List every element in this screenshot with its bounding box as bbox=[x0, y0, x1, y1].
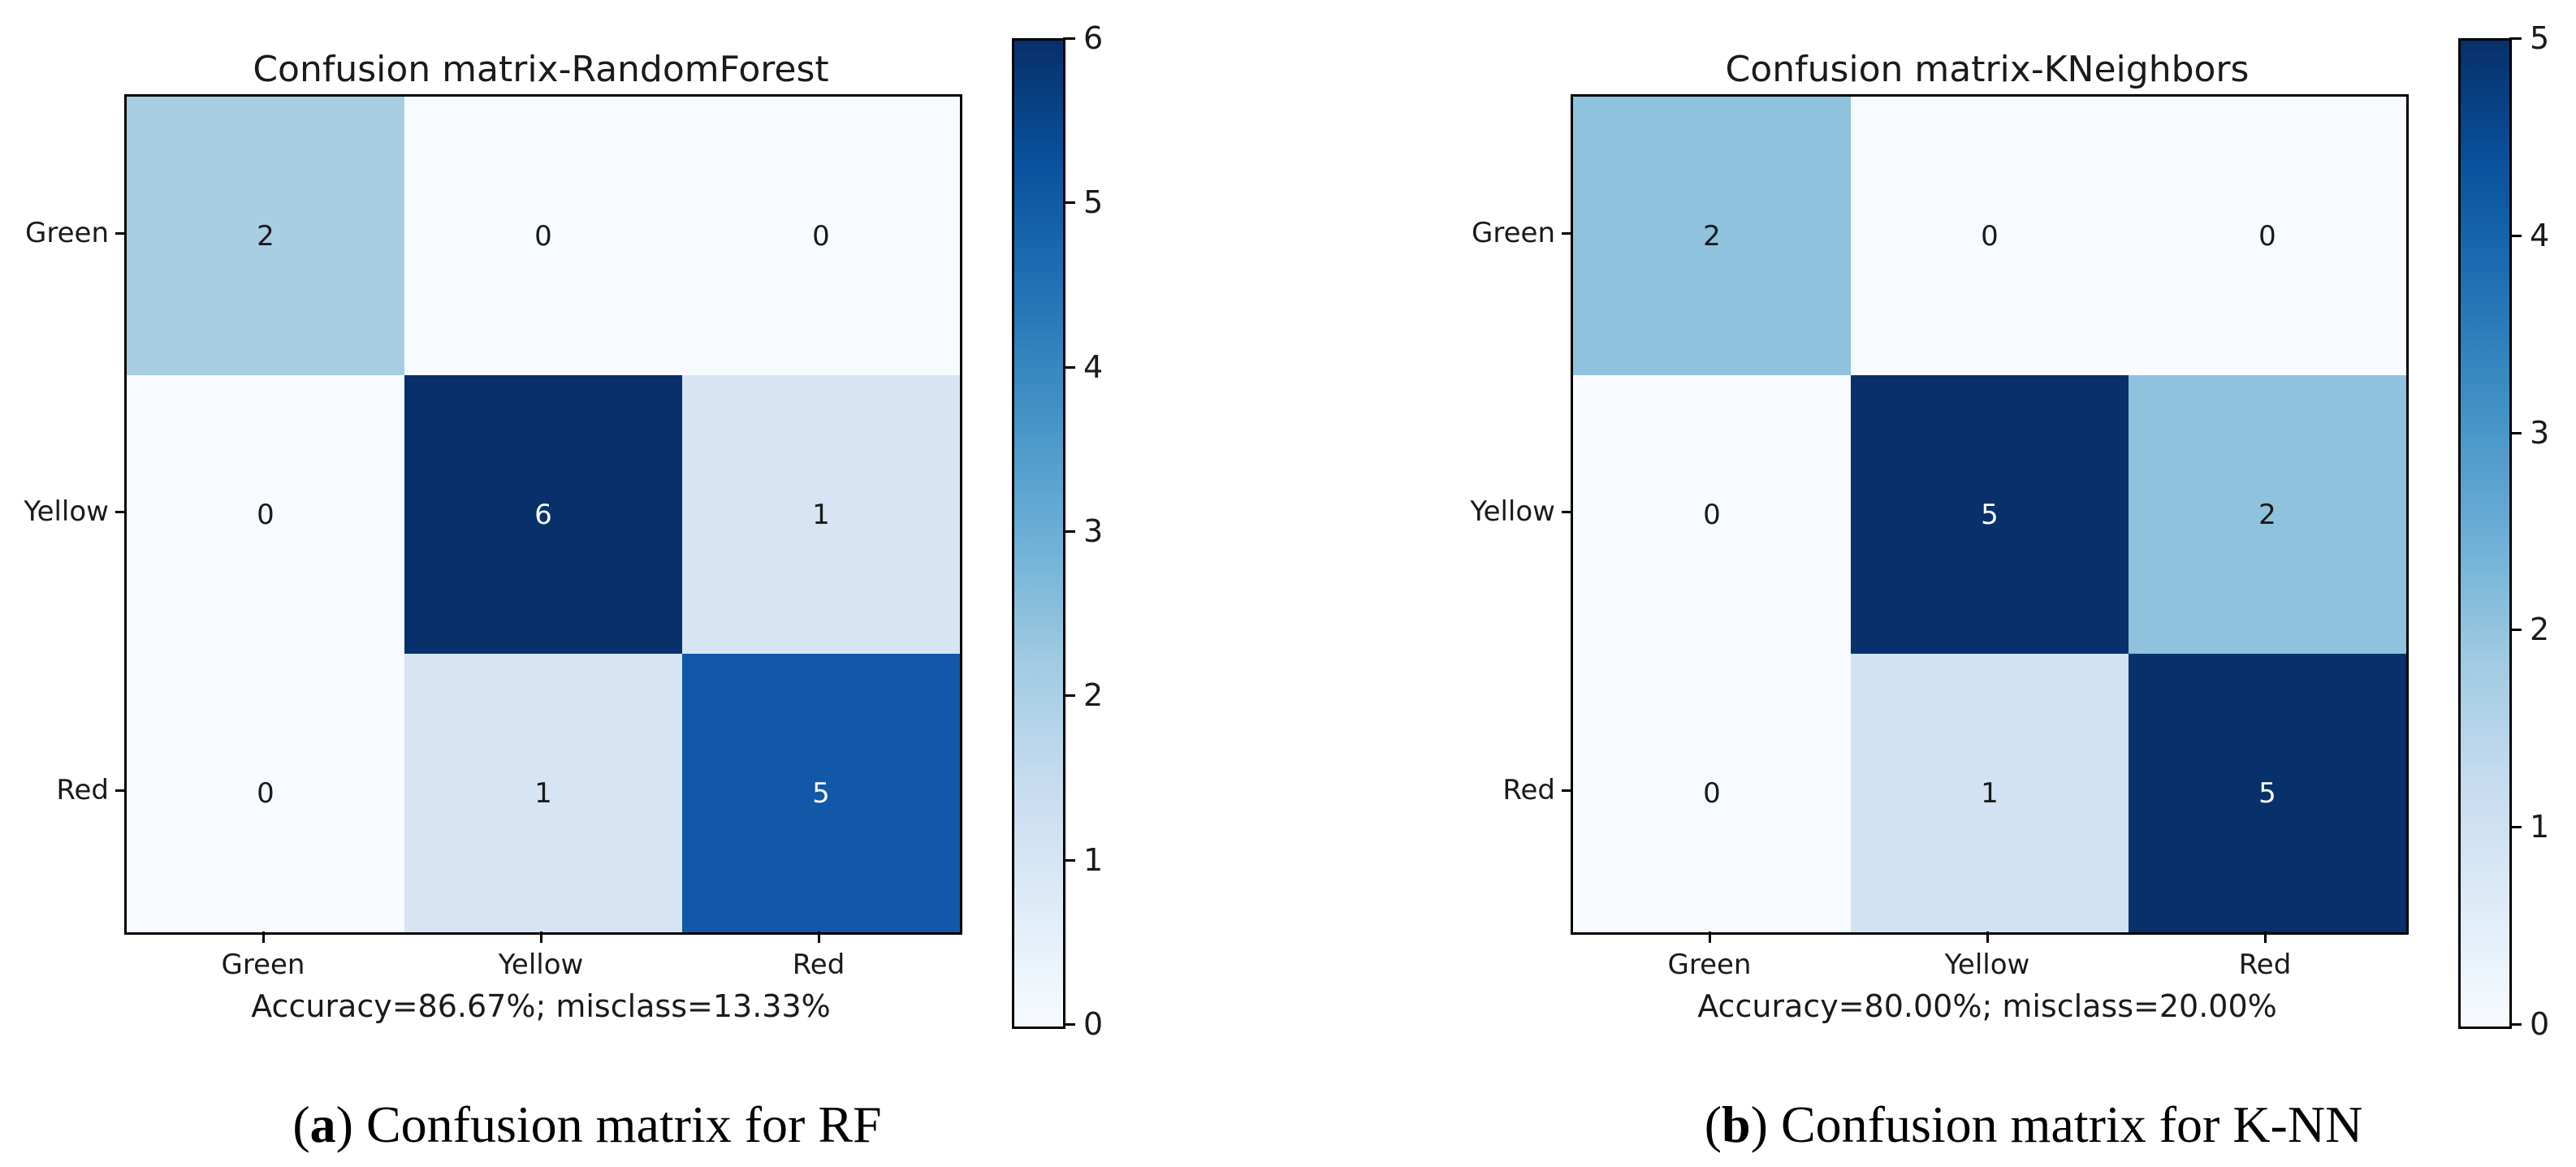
subfigure-caption: (a) Confusion matrix for RF bbox=[84, 1088, 1091, 1161]
xtick-mark bbox=[1709, 931, 1711, 943]
cell-red-yellow: 1 bbox=[1851, 654, 2129, 932]
cell-yellow-red: 1 bbox=[682, 375, 960, 654]
ytick-label-yellow: Yellow bbox=[24, 495, 109, 528]
cell-red-yellow: 1 bbox=[404, 654, 682, 932]
colorbar-tick-label-3: 3 bbox=[2530, 414, 2550, 451]
subfigure-caption: (b) Confusion matrix for K-NN bbox=[1530, 1088, 2537, 1161]
ytick-mark bbox=[1562, 232, 1573, 235]
colorbar-tick-mark bbox=[2509, 431, 2522, 434]
ytick-label-red: Red bbox=[56, 774, 109, 806]
ytick-mark bbox=[115, 511, 127, 513]
ytick-label-yellow: Yellow bbox=[1470, 495, 1555, 528]
colorbar-tick-mark bbox=[2509, 234, 2522, 237]
colorbar-tick-label-5: 5 bbox=[1083, 184, 1104, 221]
xtick-mark bbox=[540, 931, 542, 943]
colorbar-tick-label-3: 3 bbox=[1083, 513, 1104, 549]
colorbar-tick-label-2: 2 bbox=[2530, 612, 2550, 648]
cell-green-yellow: 0 bbox=[1851, 97, 2129, 375]
xtick-label-yellow: Yellow bbox=[1944, 949, 2030, 981]
colorbar-tick-mark bbox=[2509, 37, 2522, 40]
xtick-mark bbox=[2264, 931, 2267, 943]
ytick-mark bbox=[115, 789, 127, 792]
accuracy-label: Accuracy=80.00%; misclass=20.00% bbox=[1697, 988, 2277, 1024]
colorbar-tick-mark bbox=[2509, 826, 2522, 829]
xtick-label-red: Red bbox=[2238, 949, 2292, 981]
colorbar-tick-mark bbox=[1063, 365, 1075, 369]
xtick-mark bbox=[1986, 931, 1989, 943]
ytick-label-green: Green bbox=[25, 217, 109, 249]
colorbar-tick-mark bbox=[2509, 629, 2522, 632]
accuracy-label: Accuracy=86.67%; misclass=13.33% bbox=[251, 988, 831, 1024]
cell-green-green: 2 bbox=[127, 97, 404, 375]
ytick-label-green: Green bbox=[1472, 217, 1555, 249]
colorbar-tick-mark bbox=[1063, 37, 1075, 40]
cell-green-red: 0 bbox=[682, 97, 960, 375]
colorbar-tick-mark bbox=[1063, 201, 1075, 205]
colorbar-tick-mark bbox=[1063, 530, 1075, 533]
cell-red-green: 0 bbox=[1573, 654, 1851, 932]
cell-green-green: 2 bbox=[1573, 97, 1851, 375]
xtick-label-green: Green bbox=[1667, 949, 1752, 981]
caption-paren-open: ( bbox=[1704, 1096, 1722, 1153]
cell-yellow-yellow: 5 bbox=[1851, 375, 2129, 654]
colorbar-tick-label-6: 6 bbox=[1083, 20, 1104, 56]
cell-yellow-red: 2 bbox=[2129, 375, 2406, 654]
plot-title: Confusion matrix-RandomForest bbox=[253, 49, 829, 90]
xtick-mark bbox=[262, 931, 265, 943]
caption-text: ) Confusion matrix for RF bbox=[335, 1096, 882, 1153]
xtick-label-green: Green bbox=[221, 949, 305, 981]
cell-red-green: 0 bbox=[127, 654, 404, 932]
caption-text: ) Confusion matrix for K-NN bbox=[1750, 1096, 2363, 1153]
caption-letter: a bbox=[309, 1096, 336, 1153]
colorbar-tick-mark bbox=[1063, 858, 1075, 862]
colorbar-tick-label-5: 5 bbox=[2530, 20, 2550, 56]
caption-paren-open: ( bbox=[292, 1096, 310, 1153]
colorbar-tick-mark bbox=[1063, 694, 1075, 698]
caption-letter: b bbox=[1722, 1096, 1751, 1153]
colorbar bbox=[2458, 38, 2512, 1029]
xtick-mark bbox=[818, 931, 820, 943]
ytick-mark bbox=[115, 232, 127, 235]
colorbar-tick-label-1: 1 bbox=[2530, 809, 2550, 845]
plot-title: Confusion matrix-KNeighbors bbox=[1725, 49, 2250, 90]
cell-green-yellow: 0 bbox=[404, 97, 682, 375]
cell-red-red: 5 bbox=[2129, 654, 2406, 932]
colorbar-tick-label-1: 1 bbox=[1083, 841, 1104, 878]
cell-green-red: 0 bbox=[2129, 97, 2406, 375]
cell-yellow-green: 0 bbox=[1573, 375, 1851, 654]
cell-red-red: 5 bbox=[682, 654, 960, 932]
cell-yellow-yellow: 6 bbox=[404, 375, 682, 654]
ytick-mark bbox=[1562, 511, 1573, 513]
ytick-mark bbox=[1562, 789, 1573, 792]
xtick-label-red: Red bbox=[792, 949, 845, 981]
colorbar-tick-label-4: 4 bbox=[1083, 348, 1104, 385]
colorbar-tick-label-2: 2 bbox=[1083, 677, 1104, 714]
ytick-label-red: Red bbox=[1502, 774, 1555, 806]
colorbar-tick-label-0: 0 bbox=[1083, 1006, 1104, 1042]
xtick-label-yellow: Yellow bbox=[498, 949, 584, 981]
colorbar bbox=[1012, 38, 1065, 1029]
cell-yellow-green: 0 bbox=[127, 375, 404, 654]
colorbar-tick-mark bbox=[1063, 1023, 1075, 1026]
colorbar-tick-label-0: 0 bbox=[2530, 1006, 2550, 1042]
colorbar-tick-mark bbox=[2509, 1023, 2522, 1026]
colorbar-tick-label-4: 4 bbox=[2530, 217, 2550, 253]
